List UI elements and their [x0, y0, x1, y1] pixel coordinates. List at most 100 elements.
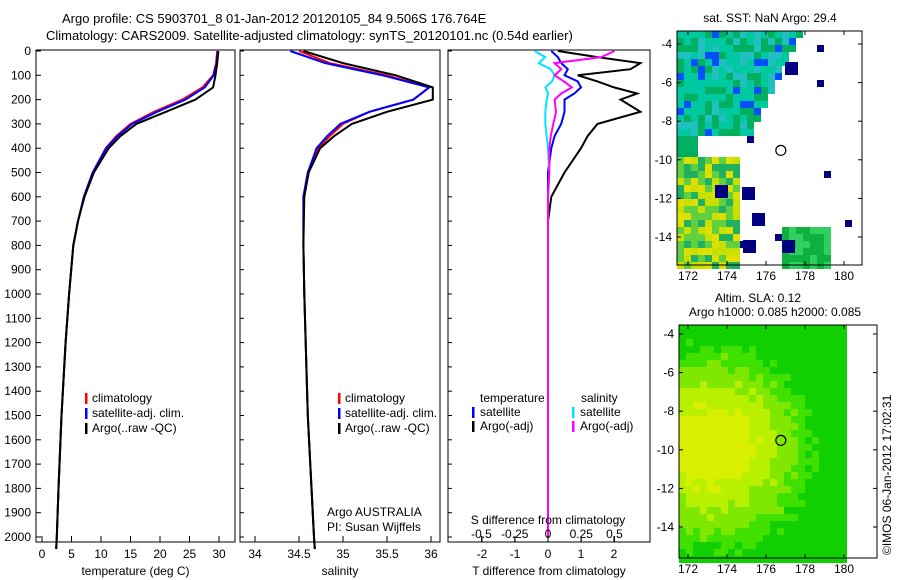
- sla-cell: [707, 437, 714, 444]
- sla-cell: [735, 339, 742, 346]
- sla-cell: [763, 388, 770, 395]
- sla-xtick-label: 180: [834, 562, 854, 576]
- sla-cell: [805, 381, 812, 388]
- sla-cell: [756, 514, 763, 521]
- sla-cell: [707, 493, 714, 500]
- sla-map-frame: [678, 324, 878, 559]
- sla-cell: [721, 325, 728, 332]
- sst-cell: [698, 80, 705, 87]
- sla-cell: [728, 325, 735, 332]
- sst-ytick-label: -14: [655, 230, 673, 244]
- sla-cell: [826, 528, 833, 535]
- sla-cell: [791, 556, 798, 563]
- sla-cell: [700, 549, 707, 556]
- sla-cell: [805, 507, 812, 514]
- sla-cell: [777, 423, 784, 430]
- sst-cell: [733, 192, 740, 199]
- sla-cell: [840, 353, 847, 360]
- sla-cell: [721, 353, 728, 360]
- sla-ytick-label: -8: [663, 404, 674, 418]
- sla-cell: [805, 353, 812, 360]
- sla-cell: [693, 409, 700, 416]
- sst-cell: [740, 94, 747, 101]
- diff-series-line: [534, 50, 556, 537]
- sst-cell: [684, 59, 691, 66]
- sst-cell: [761, 80, 768, 87]
- sla-cell: [728, 514, 735, 521]
- legend-label: Argo(-adj): [580, 419, 633, 433]
- sla-cell: [784, 346, 791, 353]
- sst-xtick-label: 178: [795, 269, 815, 283]
- sla-cell: [770, 521, 777, 528]
- sst-cell: [684, 101, 691, 108]
- sal-series-line: [298, 50, 432, 550]
- sla-cell: [798, 339, 805, 346]
- depth-tick-label: 500: [11, 166, 31, 180]
- sla-cell: [707, 535, 714, 542]
- sla-cell: [826, 493, 833, 500]
- title-line-1: Argo profile: CS 5903701_8 01-Jan-2012 2…: [62, 11, 487, 26]
- sst-cell: [677, 101, 684, 108]
- sla-cell: [735, 353, 742, 360]
- sla-cell: [714, 465, 721, 472]
- sst-cell: [754, 66, 761, 73]
- sla-xtick-label: 172: [678, 562, 698, 576]
- sla-cell: [763, 332, 770, 339]
- sst-cell: [824, 234, 831, 241]
- sst-cell: [677, 129, 684, 136]
- sla-cell: [707, 416, 714, 423]
- diff-xtick-label: 2: [611, 547, 618, 561]
- sla-cell: [784, 472, 791, 479]
- sla-cell: [686, 416, 693, 423]
- sla-cell: [686, 437, 693, 444]
- sst-cell: [733, 241, 740, 248]
- sla-cell: [728, 367, 735, 374]
- sst-cell: [698, 122, 705, 129]
- sla-cell: [707, 451, 714, 458]
- sst-cell: [698, 31, 705, 38]
- sla-cell: [805, 535, 812, 542]
- legend-swatch: [338, 423, 341, 434]
- sla-cell: [735, 416, 742, 423]
- sst-cell: [691, 143, 698, 150]
- sla-cell: [728, 528, 735, 535]
- sst-cell: [705, 192, 712, 199]
- sst-cell: [726, 192, 733, 199]
- sla-cell: [840, 451, 847, 458]
- sla-cell: [686, 388, 693, 395]
- sst-cell: [684, 241, 691, 248]
- sla-cell: [749, 479, 756, 486]
- sla-cell: [833, 458, 840, 465]
- sst-cell: [740, 38, 747, 45]
- sst-cell: [719, 80, 726, 87]
- title-line-2: Climatology: CARS2009. Satellite-adjuste…: [46, 28, 573, 43]
- sla-cell: [707, 395, 714, 402]
- sla-cell: [798, 416, 805, 423]
- sla-map-title: Altim. SLA: 0.12: [715, 291, 801, 305]
- sla-cell: [805, 395, 812, 402]
- sst-cell: [677, 164, 684, 171]
- sla-cell: [784, 416, 791, 423]
- sla-cell: [763, 514, 770, 521]
- sla-cell: [679, 402, 686, 409]
- sst-cell: [698, 206, 705, 213]
- sla-cell: [742, 409, 749, 416]
- sla-cell: [777, 374, 784, 381]
- legend-swatch: [85, 423, 88, 434]
- sla-cell: [735, 346, 742, 353]
- sla-cell: [819, 528, 826, 535]
- sst-cell: [712, 234, 719, 241]
- sst-cell: [733, 31, 740, 38]
- s-diff-tick-label: 0: [545, 527, 552, 541]
- sst-cell: [677, 213, 684, 220]
- sst-cell: [712, 52, 719, 59]
- sla-cell: [826, 542, 833, 549]
- sst-cell: [712, 66, 719, 73]
- sst-cell: [691, 185, 698, 192]
- sst-cell: [782, 31, 789, 38]
- sst-cell: [691, 66, 698, 73]
- sla-cell: [833, 395, 840, 402]
- sla-cell: [742, 437, 749, 444]
- sst-cell: [726, 108, 733, 115]
- sla-cell: [735, 430, 742, 437]
